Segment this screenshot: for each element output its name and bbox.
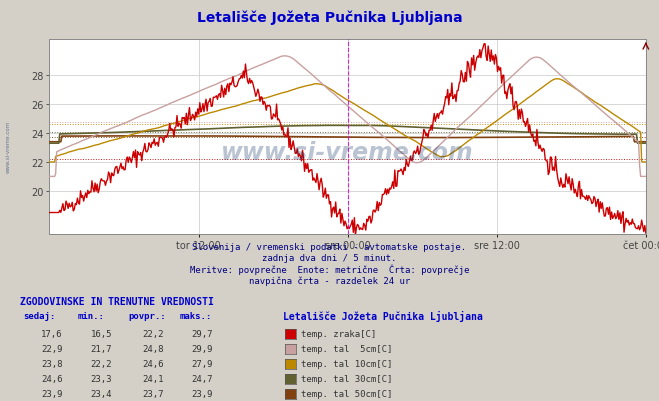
Text: 21,7: 21,7 bbox=[90, 344, 112, 353]
Text: 16,5: 16,5 bbox=[90, 329, 112, 338]
Text: Letališče Jožeta Pučnika Ljubljana: Letališče Jožeta Pučnika Ljubljana bbox=[196, 11, 463, 25]
Text: povpr.:: povpr.: bbox=[129, 312, 166, 321]
Text: Slovenija / vremenski podatki - avtomatske postaje.: Slovenija / vremenski podatki - avtomats… bbox=[192, 242, 467, 251]
Text: temp. zraka[C]: temp. zraka[C] bbox=[301, 329, 376, 338]
Text: 24,6: 24,6 bbox=[142, 359, 163, 369]
Text: 24,7: 24,7 bbox=[191, 375, 213, 383]
Text: 24,8: 24,8 bbox=[142, 344, 163, 353]
Text: 24,1: 24,1 bbox=[142, 375, 163, 383]
Text: temp. tal 30cm[C]: temp. tal 30cm[C] bbox=[301, 375, 393, 383]
Text: 23,4: 23,4 bbox=[90, 389, 112, 399]
Text: 23,9: 23,9 bbox=[191, 389, 213, 399]
Text: Meritve: povprečne  Enote: metrične  Črta: povprečje: Meritve: povprečne Enote: metrične Črta:… bbox=[190, 264, 469, 274]
Text: 23,8: 23,8 bbox=[41, 359, 63, 369]
Text: 27,9: 27,9 bbox=[191, 359, 213, 369]
Text: 23,9: 23,9 bbox=[41, 389, 63, 399]
Text: www.si-vreme.com: www.si-vreme.com bbox=[6, 120, 11, 172]
Text: sedaj:: sedaj: bbox=[23, 312, 55, 321]
Text: ZGODOVINSKE IN TRENUTNE VREDNOSTI: ZGODOVINSKE IN TRENUTNE VREDNOSTI bbox=[20, 297, 214, 306]
Text: 22,2: 22,2 bbox=[90, 359, 112, 369]
Text: navpična črta - razdelek 24 ur: navpična črta - razdelek 24 ur bbox=[249, 275, 410, 285]
Text: maks.:: maks.: bbox=[179, 312, 212, 321]
Text: 24,6: 24,6 bbox=[41, 375, 63, 383]
Text: zadnja dva dni / 5 minut.: zadnja dva dni / 5 minut. bbox=[262, 253, 397, 262]
Text: 23,3: 23,3 bbox=[90, 375, 112, 383]
Text: 29,9: 29,9 bbox=[191, 344, 213, 353]
Text: temp. tal 10cm[C]: temp. tal 10cm[C] bbox=[301, 359, 393, 369]
Text: 29,7: 29,7 bbox=[191, 329, 213, 338]
Text: Letališče Jožeta Pučnika Ljubljana: Letališče Jožeta Pučnika Ljubljana bbox=[283, 311, 483, 322]
Text: 22,2: 22,2 bbox=[142, 329, 163, 338]
Text: temp. tal  5cm[C]: temp. tal 5cm[C] bbox=[301, 344, 393, 353]
Text: min.:: min.: bbox=[78, 312, 105, 321]
Text: 22,9: 22,9 bbox=[41, 344, 63, 353]
Text: 17,6: 17,6 bbox=[41, 329, 63, 338]
Text: www.si-vreme.com: www.si-vreme.com bbox=[221, 141, 474, 165]
Text: 23,7: 23,7 bbox=[142, 389, 163, 399]
Text: temp. tal 50cm[C]: temp. tal 50cm[C] bbox=[301, 389, 393, 399]
